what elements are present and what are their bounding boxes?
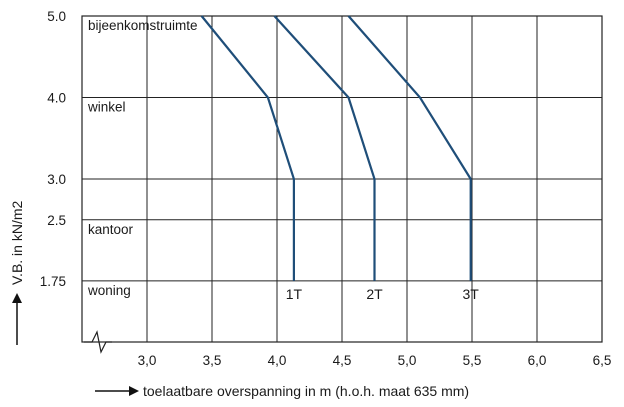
x-tick-label: 5,0 [398,353,417,368]
y-tick-label: 2.5 [47,213,66,228]
series-label: 2T [366,286,383,302]
series-labels: 1T 2T 3T [286,286,480,302]
x-axis-label: toelaatbare overspanning in m (h.o.h. ma… [143,383,469,399]
category-labels: bijeenkomstruimte winkel kantoor woning [87,18,198,298]
x-tick-label: 6,0 [528,353,547,368]
x-tick-labels: 3,0 3,5 4,0 4,5 5,0 5,5 6,0 6,5 [138,353,612,368]
x-tick-label: 3,0 [138,353,157,368]
series-line-1T [200,15,295,281]
series-label: 1T [286,286,303,302]
y-axis-label: V.B. in kN/m2 [9,200,25,285]
category-label: winkel [87,100,126,115]
y-tick-label: 5.0 [47,9,66,24]
x-tick-label: 6,5 [593,353,612,368]
x-tick-label: 4,5 [333,353,352,368]
y-tick-labels: 5.0 4.0 3.0 2.5 1.75 [40,9,66,289]
y-axis-arrow [12,293,22,345]
category-label: bijeenkomstruimte [88,18,198,33]
x-tick-label: 5,5 [463,353,482,368]
category-label: kantoor [88,222,134,237]
series-line-3T [347,15,472,281]
y-tick-label: 4.0 [47,91,66,106]
x-tick-label: 3,5 [203,353,222,368]
y-tick-label: 3.0 [47,172,66,187]
series-lines [200,15,472,281]
grid-lines [81,15,603,343]
y-tick-label: 1.75 [40,274,66,289]
series-label: 3T [463,286,480,302]
x-axis-arrow [95,386,139,396]
axis-break-mark [84,330,112,354]
series-line-2T [273,15,376,281]
category-label: woning [87,283,131,298]
x-tick-label: 4,0 [268,353,287,368]
